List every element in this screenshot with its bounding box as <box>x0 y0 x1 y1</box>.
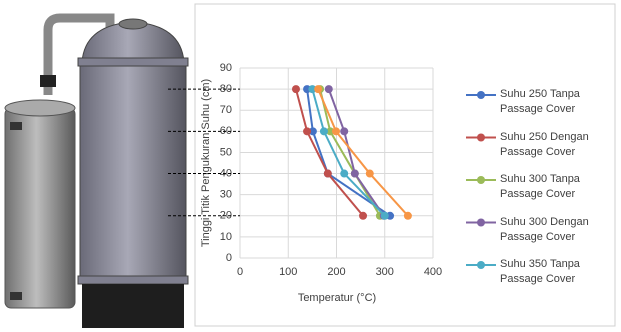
y-tick-label: 90 <box>220 62 232 74</box>
data-point <box>325 85 333 93</box>
x-tick-label: 100 <box>279 266 297 278</box>
data-point <box>340 127 348 135</box>
data-point <box>366 170 374 178</box>
legend-marker <box>477 91 485 99</box>
data-point <box>320 127 328 135</box>
legend-label: Suhu 250 Dengan Passage Cover <box>500 130 610 160</box>
data-point <box>359 212 367 220</box>
data-point <box>351 170 359 178</box>
y-axis-label: Tinggi Titik Pengukuran Suhu (cm) <box>200 79 212 247</box>
data-point <box>314 85 322 93</box>
legend-marker <box>477 176 485 184</box>
data-point <box>292 85 300 93</box>
y-tick-label: 0 <box>226 252 232 264</box>
y-tick-label: 70 <box>220 104 232 116</box>
legend-marker <box>477 219 485 227</box>
y-tick-label: 50 <box>220 146 232 158</box>
x-tick-label: 300 <box>376 266 394 278</box>
x-axis-label: Temperatur (°C) <box>298 292 376 304</box>
data-point <box>381 212 389 220</box>
x-tick-label: 0 <box>237 266 243 278</box>
data-point <box>324 170 332 178</box>
legend-label: Suhu 350 Tanpa Passage Cover <box>500 257 610 287</box>
reactor-illustration <box>5 18 188 328</box>
data-point <box>340 170 348 178</box>
data-point <box>303 127 311 135</box>
legend-label: Suhu 300 Tanpa Passage Cover <box>500 172 610 202</box>
data-point <box>404 212 412 220</box>
y-tick-label: 10 <box>220 231 232 243</box>
x-tick-label: 200 <box>327 266 345 278</box>
data-point <box>332 127 340 135</box>
y-tick-label: 30 <box>220 189 232 201</box>
legend-marker <box>477 261 485 269</box>
legend-label: Suhu 250 Tanpa Passage Cover <box>500 87 610 117</box>
legend-marker <box>477 134 485 142</box>
legend-label: Suhu 300 Dengan Passage Cover <box>500 215 610 245</box>
page: Tinggi Titik Pengukuran Suhu (cm) Temper… <box>0 0 621 332</box>
x-tick-label: 400 <box>424 266 442 278</box>
